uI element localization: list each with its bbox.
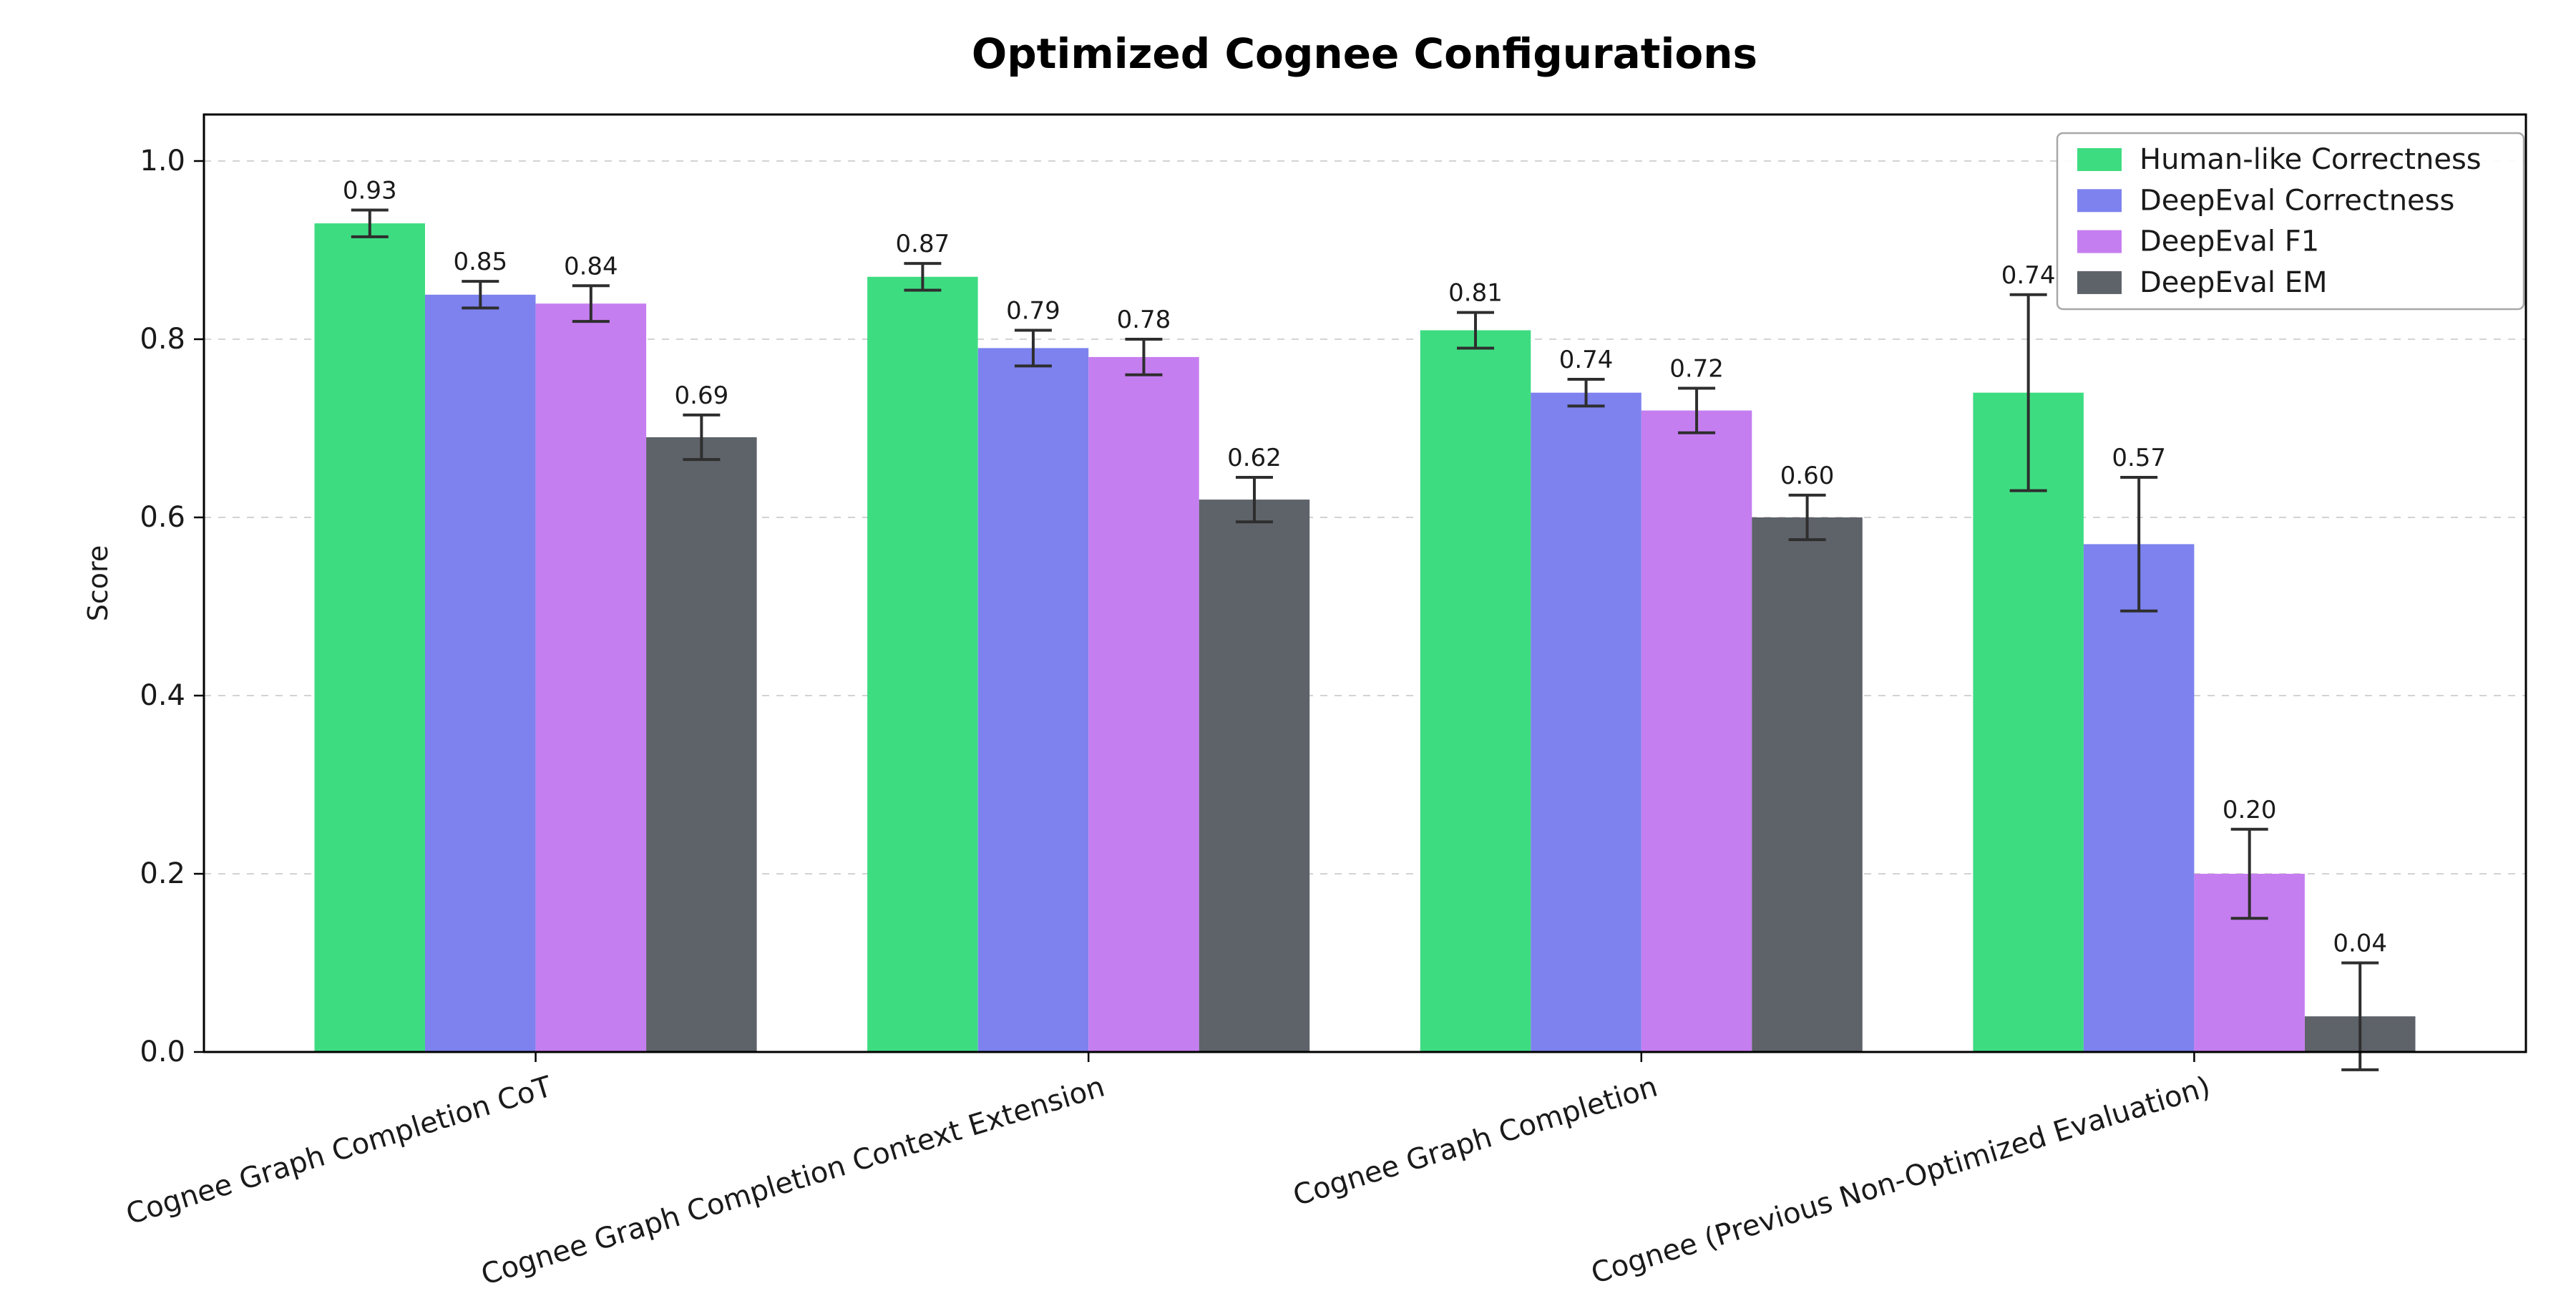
y-tick-label-4: 0.8 (140, 323, 185, 356)
bar-s2-c2 (1641, 410, 1752, 1052)
y-tick-label-1: 0.2 (140, 857, 185, 890)
x-tick-label-0: Cognee Graph Completion CoT (122, 1070, 556, 1231)
legend-label-3: DeepEval EM (2140, 266, 2327, 299)
bar-s2-c0 (535, 303, 647, 1053)
bar-value-label-s2-c0: 0.84 (564, 252, 618, 281)
bar-value-label-s2-c3: 0.20 (2223, 796, 2277, 824)
bar-value-label-s1-c3: 0.57 (2112, 444, 2166, 472)
legend-item-3: DeepEval EM (2077, 266, 2327, 299)
y-tick-label-0: 0.0 (140, 1036, 185, 1068)
bar-value-label-s2-c2: 0.72 (1669, 355, 1724, 384)
plot-border (203, 113, 2527, 1053)
bar-s2-c1 (1088, 356, 1199, 1052)
legend-swatch-2 (2077, 230, 2122, 253)
legend-item-1: DeepEval Correctness (2077, 184, 2454, 217)
bar-value-label-s1-c1: 0.79 (1006, 297, 1060, 326)
y-axis-label: Score (82, 545, 114, 621)
bar-value-label-s0-c2: 0.81 (1448, 279, 1503, 308)
bar-value-label-s3-c1: 0.62 (1227, 444, 1282, 472)
bar-value-label-s0-c1: 0.87 (896, 230, 950, 258)
legend-swatch-1 (2077, 189, 2122, 213)
y-tick-label-2: 0.4 (140, 679, 185, 712)
bar-s1-c3 (2083, 544, 2195, 1052)
x-tick-label-3: Cognee (Previous Non-Optimized Evaluatio… (1587, 1071, 2214, 1288)
x-tick-label-2: Cognee Graph Completion (1289, 1071, 1662, 1213)
bar-s0-c0 (314, 223, 425, 1053)
legend-label-1: DeepEval Correctness (2140, 184, 2454, 217)
bar-value-label-s2-c1: 0.78 (1117, 306, 1171, 334)
x-tick-label-1: Cognee Graph Completion Context Extensio… (477, 1071, 1108, 1288)
errorbars-layer (351, 208, 2379, 1071)
legend-box (2056, 132, 2525, 311)
y-tick-label-5: 1.0 (140, 145, 185, 177)
bar-s1-c0 (425, 294, 536, 1053)
bar-s3-c0 (646, 437, 757, 1052)
bar-value-label-s1-c0: 0.85 (453, 248, 507, 276)
chart-title: Optimized Cognee Configurations (972, 29, 1757, 78)
bars-layer (314, 223, 2416, 1053)
bar-s0-c3 (1973, 392, 2084, 1052)
bar-value-label-s0-c0: 0.93 (343, 177, 397, 205)
bar-s0-c2 (1420, 330, 1531, 1052)
legend-swatch-0 (2077, 148, 2122, 171)
bar-value-label-s3-c2: 0.60 (1780, 462, 1835, 490)
legend: Human-like Correctness DeepEval Correctne… (2056, 132, 2525, 311)
bar-s3-c1 (1199, 500, 1310, 1052)
bar-s1-c2 (1531, 392, 1641, 1052)
legend-label-0: Human-like Correctness (2140, 143, 2482, 176)
legend-label-2: DeepEval F1 (2140, 225, 2319, 258)
bar-s3-c2 (1752, 517, 1863, 1052)
value-labels-layer: 0.93 0.87 0.81 0.74 0.85 0.79 0.74 0.57 0.84 0.78… (343, 177, 2387, 958)
bar-value-label-s1-c2: 0.74 (1559, 346, 1614, 374)
bar-s1-c1 (977, 348, 1089, 1052)
bar-value-label-s0-c3: 0.74 (2001, 261, 2056, 290)
legend-item-0: Human-like Correctness (2077, 143, 2482, 176)
legend-swatch-3 (2077, 271, 2122, 294)
y-tick-label-3: 0.6 (140, 501, 185, 534)
bar-value-label-s3-c0: 0.69 (675, 381, 729, 410)
bar-s0-c1 (867, 276, 978, 1052)
bar-value-label-s3-c3: 0.04 (2333, 930, 2387, 958)
legend-item-2: DeepEval F1 (2077, 225, 2319, 258)
